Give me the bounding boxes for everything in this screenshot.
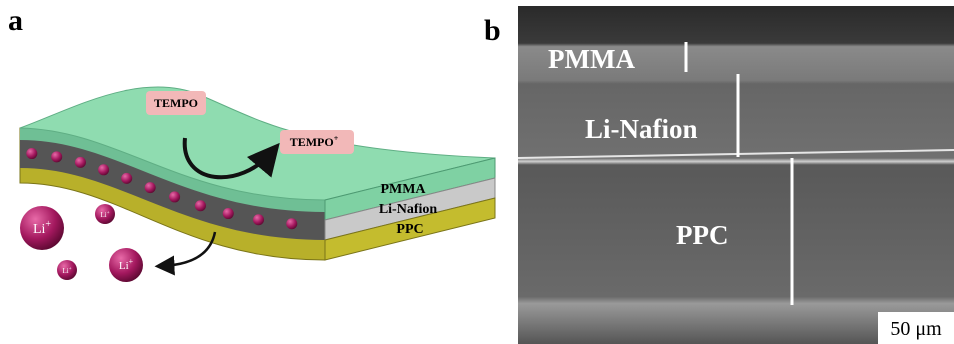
layer-label: PMMA [548,44,635,74]
ion-dot [145,182,156,193]
ion-dot [195,200,206,211]
text: TEMPO [290,135,334,149]
charge: + [334,134,339,143]
text: Li [33,222,46,237]
ion-dot [253,214,264,225]
ion-dot [169,191,180,202]
layer-label: PPC [396,222,423,237]
layer-label: PPC [676,220,728,250]
tempo-label: TEMPO [154,96,198,110]
panel-label: a [8,4,23,37]
panel-label: b [484,14,501,47]
charge: + [129,257,134,266]
ion-dot [286,218,297,229]
text: Li [119,260,129,272]
ion-dot [98,164,109,175]
membrane [20,87,495,260]
ion: Li+ [20,206,64,250]
charge: + [107,211,110,216]
charge: + [69,267,72,272]
layer-label: PMMA [380,182,426,197]
figure: a PMMA Li-Nafion PPC TEMPO TEMPO+ Li+ Li… [0,0,954,344]
scale-label: 50 μm [890,318,942,340]
ion-dot [223,208,234,219]
ion: Li+ [95,204,115,224]
ion-dot [51,151,62,162]
tempo-plus-label: TEMPO+ [290,134,339,149]
ion: Li+ [57,260,77,280]
ion-dot [75,157,86,168]
layer-label: Li-Nafion [379,202,438,217]
ion-dot [121,173,132,184]
ion-dot [26,148,37,159]
charge: + [45,219,51,230]
ion: Li+ [109,248,143,282]
layer-label: Li-Nafion [585,114,698,144]
